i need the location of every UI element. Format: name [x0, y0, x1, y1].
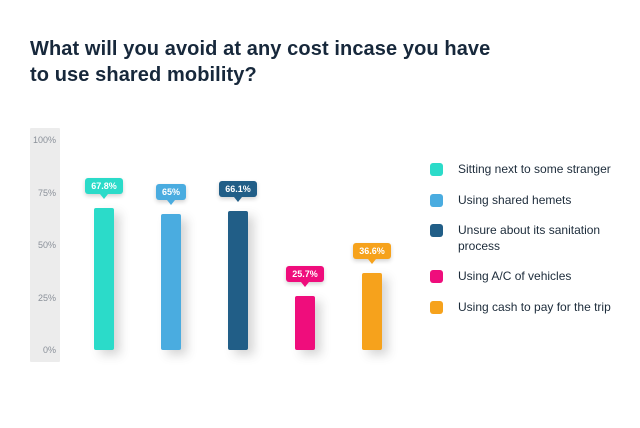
legend-label: Unsure about its sanitation process: [458, 223, 601, 253]
legend-item-3: Unsure about its sanitation process: [430, 223, 620, 254]
legend-item-5: Using cash to pay for the trip: [430, 300, 620, 316]
y-axis: 100% 75% 50% 25% 0%: [30, 135, 58, 355]
value-badge: 67.8%: [85, 177, 123, 194]
bar-group-4: 25.7%: [283, 266, 327, 350]
bar: [295, 296, 315, 350]
legend-swatch: [430, 300, 443, 314]
value-badge-pointer: [301, 282, 309, 288]
plot-area: 67.8% 65% 66.1% 25.7% 36.6%: [74, 140, 402, 350]
bar: [362, 273, 382, 350]
value-badge: 65%: [155, 183, 186, 200]
y-tick-label: 0%: [42, 345, 56, 355]
legend-label: Using cash to pay for the trip: [458, 299, 611, 314]
bar: [161, 213, 181, 350]
value-badge: 25.7%: [286, 266, 324, 283]
legend-label: Using shared hemets: [458, 192, 572, 207]
bar-group-3: 66.1%: [216, 181, 260, 350]
y-tick-label: 25%: [37, 292, 56, 303]
y-tick-label: 75%: [37, 187, 56, 198]
bar-group-1: 67.8%: [82, 177, 126, 350]
legend-item-4: Using A/C of vehicles: [430, 269, 620, 285]
chart-title-line1: What will you avoid at any cost incase y…: [30, 38, 491, 60]
legend-swatch: [430, 163, 443, 176]
chart-title: What will you avoid at any cost incase y…: [30, 36, 490, 89]
legend-swatch: [430, 193, 443, 207]
value-badge: 36.6%: [353, 243, 391, 260]
legend-item-1: Sitting next to some stranger: [430, 162, 620, 178]
value-badge-pointer: [368, 259, 376, 265]
legend-label: Using A/C of vehicles: [458, 269, 572, 284]
legend-item-2: Using shared hemets: [430, 193, 620, 209]
value-badge: 66.1%: [219, 181, 257, 198]
legend-swatch: [430, 270, 443, 284]
value-badge-pointer: [100, 193, 108, 199]
bar-group-5: 36.6%: [350, 243, 394, 350]
bar-chart: 100% 75% 50% 25% 0% 67.8% 65% 66.1% 25.7% 36.6%: [30, 128, 400, 368]
y-tick-label: 50%: [37, 240, 56, 250]
bar-group-2: 65%: [149, 183, 193, 350]
chart-title-line2: to use shared mobility?: [30, 64, 257, 87]
y-axis-strip: [30, 128, 60, 362]
value-badge-pointer: [167, 199, 175, 205]
legend-swatch: [430, 224, 443, 238]
y-tick-label: 100%: [32, 135, 56, 145]
legend-label: Sitting next to some stranger: [458, 162, 611, 176]
bar: [228, 211, 248, 350]
legend: Sitting next to some stranger Using share…: [430, 162, 620, 331]
value-badge-pointer: [234, 197, 242, 203]
bar: [94, 207, 114, 350]
